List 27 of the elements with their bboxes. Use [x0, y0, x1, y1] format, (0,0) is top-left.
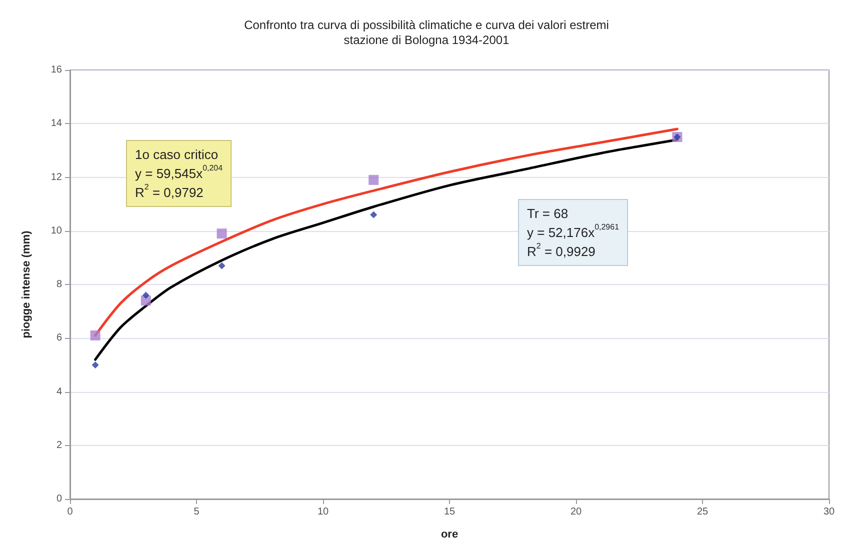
point [92, 361, 99, 368]
x-tick-label: 0 [67, 506, 74, 518]
x-tick-label: 15 [444, 506, 456, 518]
x-tick-label: 5 [194, 506, 200, 518]
y-tick-label: 6 [56, 332, 62, 344]
x-tick-label: 20 [570, 506, 582, 518]
point [368, 174, 379, 185]
y-tick-label: 4 [56, 386, 62, 398]
point [370, 211, 378, 218]
y-tick-label: 0 [56, 494, 62, 504]
y-tick-label: 8 [56, 279, 62, 290]
point [90, 330, 100, 340]
x-axis-title: ore [440, 528, 458, 540]
x-tick-label: 10 [317, 506, 329, 518]
y-axis-title: piogge intense (mm) [20, 230, 32, 338]
y-tick-label: 10 [50, 225, 62, 236]
y-tick-label: 12 [50, 172, 62, 183]
chart-title: Confronto tra curva di possibilità climatiche e curva dei valori estremi [244, 18, 609, 32]
y-tick-label: 2 [56, 440, 62, 451]
point [216, 228, 227, 239]
y-tick-label: 14 [50, 118, 62, 130]
x-tick-label: 30 [823, 506, 835, 518]
point [142, 292, 150, 299]
point [218, 262, 226, 270]
x-tick-label: 25 [696, 506, 708, 518]
y-tick-label: 16 [50, 64, 62, 76]
chart-subtitle: stazione di Bologna 1934-2001 [344, 33, 510, 47]
